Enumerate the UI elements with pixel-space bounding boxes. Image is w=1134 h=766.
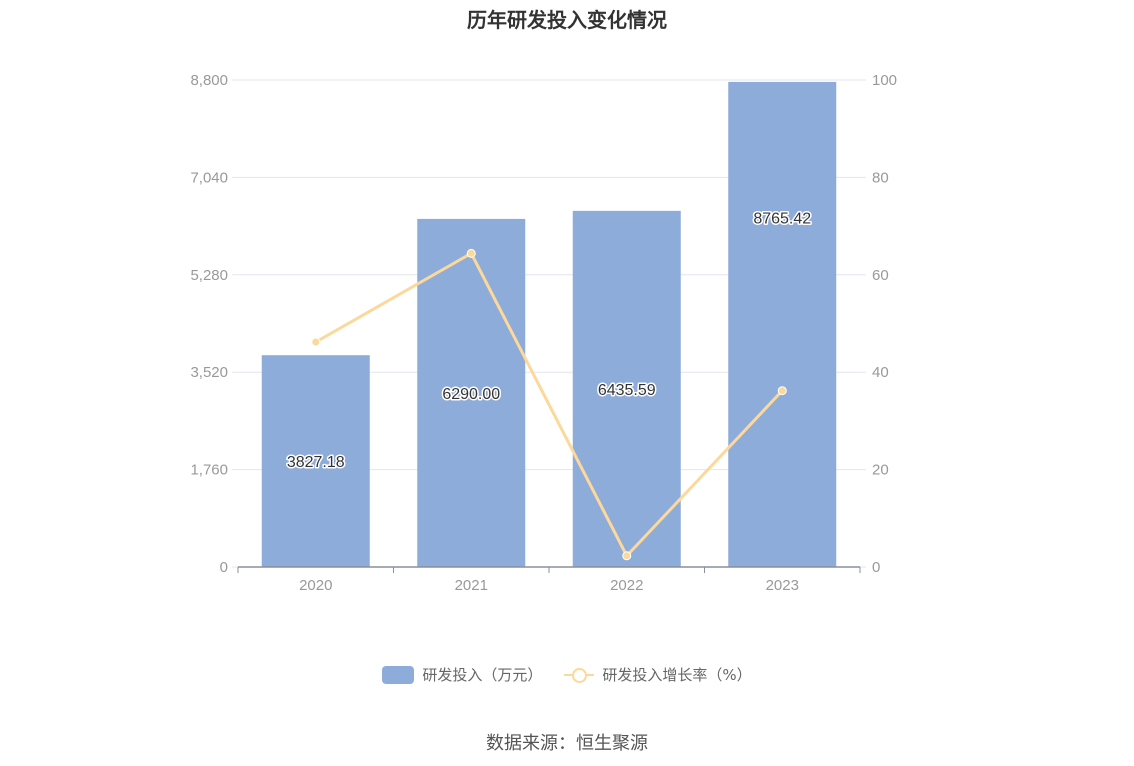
y-left-tick-label: 0 — [220, 559, 228, 576]
bar — [261, 355, 370, 567]
y-right-tick-label: 40 — [872, 364, 889, 381]
growth-point — [466, 248, 476, 258]
y-right-tick-label: 100 — [872, 72, 897, 89]
legend-line-swatch — [564, 666, 595, 684]
chart-title: 历年研发投入变化情况 — [467, 8, 667, 32]
y-left-tick-label: 8,800 — [190, 72, 228, 89]
y-left-tick-label: 3,520 — [190, 364, 228, 381]
y-right-tick-label: 20 — [872, 462, 889, 479]
growth-point — [777, 386, 787, 396]
y-right-tick-label: 80 — [872, 169, 889, 186]
legend-item-bar[interactable]: 研发投入（万元） — [382, 664, 542, 685]
growth-point — [622, 551, 632, 561]
bar-value-label: 8765.42 — [753, 211, 811, 228]
bar-value-label: 6435.59 — [598, 382, 656, 399]
legend-bar-swatch — [382, 665, 415, 684]
legend: 研发投入（万元） 研发投入增长率（%） — [0, 664, 1134, 685]
x-tick-label: 2020 — [299, 577, 332, 594]
legend-line-label: 研发投入增长率（%） — [602, 666, 752, 684]
y-left-tick-label: 7,040 — [190, 169, 228, 186]
y-right-tick-label: 60 — [872, 267, 889, 284]
bar-series — [261, 81, 837, 567]
growth-line — [315, 251, 784, 558]
legend-item-line[interactable]: 研发投入增长率（%） — [564, 664, 752, 685]
chart-canvas: 0 0 1,760 20 3,520 40 5,280 60 7,040 80 8,800 100 20… — [190, 72, 897, 594]
y-left-tick-label: 5,280 — [190, 267, 228, 284]
growth-point — [311, 337, 321, 347]
x-tick-label: 2023 — [766, 577, 799, 594]
line-series — [311, 248, 787, 561]
bar — [572, 210, 681, 567]
bar — [728, 81, 837, 567]
data-labels: 3827.18 6290.00 6435.59 8765.42 — [285, 209, 812, 472]
bar-value-label: 6290.00 — [442, 386, 500, 403]
x-tick-label: 2022 — [610, 577, 643, 594]
legend-bar-label: 研发投入（万元） — [422, 666, 543, 684]
y-left-tick-label: 1,760 — [190, 462, 228, 479]
data-source: 数据来源：恒生聚源 — [486, 733, 648, 754]
y-right-tick-label: 0 — [872, 559, 880, 576]
x-tick-label: 2021 — [455, 577, 488, 594]
bar — [417, 218, 526, 567]
bar-value-label: 3827.18 — [287, 454, 345, 471]
axes: 0 0 1,760 20 3,520 40 5,280 60 7,040 80 8,800 100 20… — [190, 72, 897, 594]
